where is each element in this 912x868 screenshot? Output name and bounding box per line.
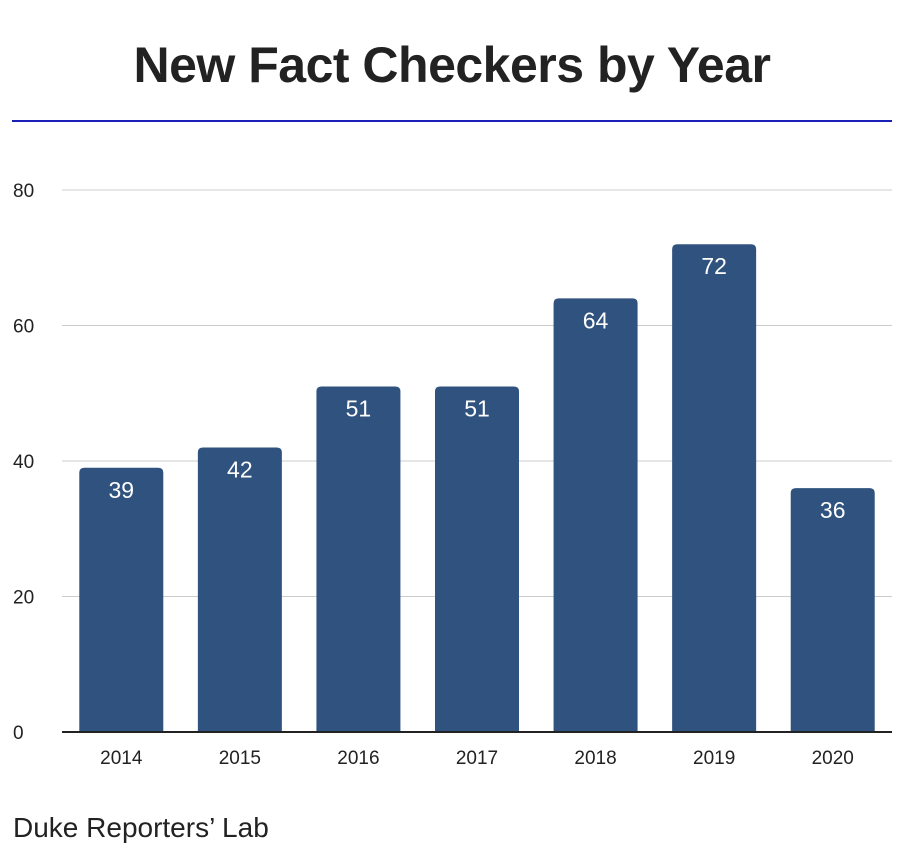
bar-value-label: 51: [346, 395, 372, 421]
bar-2014: [79, 467, 164, 732]
bar-value-label: 42: [227, 456, 253, 482]
y-tick-label: 40: [13, 452, 34, 473]
y-tick-label: 0: [13, 723, 24, 744]
x-tick-label: 2016: [337, 748, 379, 769]
bar-value-label: 64: [583, 307, 609, 333]
y-tick-label: 20: [13, 588, 34, 609]
chart-title: New Fact Checkers by Year: [133, 37, 771, 93]
bars: 39 42 51 51 64 72 36: [79, 244, 875, 732]
y-tick-label: 80: [13, 181, 34, 202]
y-tick-label: 60: [13, 317, 34, 338]
x-tick-label: 2015: [219, 748, 261, 769]
bar-value-label: 72: [701, 253, 727, 279]
bar-value-label: 51: [464, 395, 490, 421]
x-tick-label: 2019: [693, 748, 735, 769]
bar-2016: [316, 386, 401, 732]
title-divider: [12, 120, 892, 122]
bar-2015: [197, 447, 282, 732]
x-axis-tick-labels: 2014 2015 2016 2017 2018 2019 2020: [100, 748, 854, 769]
y-axis-tick-labels: 0 20 40 60 80: [13, 181, 34, 744]
bar-2019: [672, 244, 757, 732]
source-label: Duke Reporters’ Lab: [13, 812, 269, 843]
x-tick-label: 2017: [456, 748, 498, 769]
bar-2017: [435, 386, 519, 732]
bar-value-label: 36: [820, 497, 846, 523]
x-tick-label: 2014: [100, 748, 143, 769]
bar-2020: [790, 488, 875, 732]
bar-2018: [553, 298, 638, 732]
x-tick-label: 2020: [812, 748, 854, 769]
bar-value-label: 39: [108, 477, 134, 503]
x-tick-label: 2018: [574, 748, 616, 769]
